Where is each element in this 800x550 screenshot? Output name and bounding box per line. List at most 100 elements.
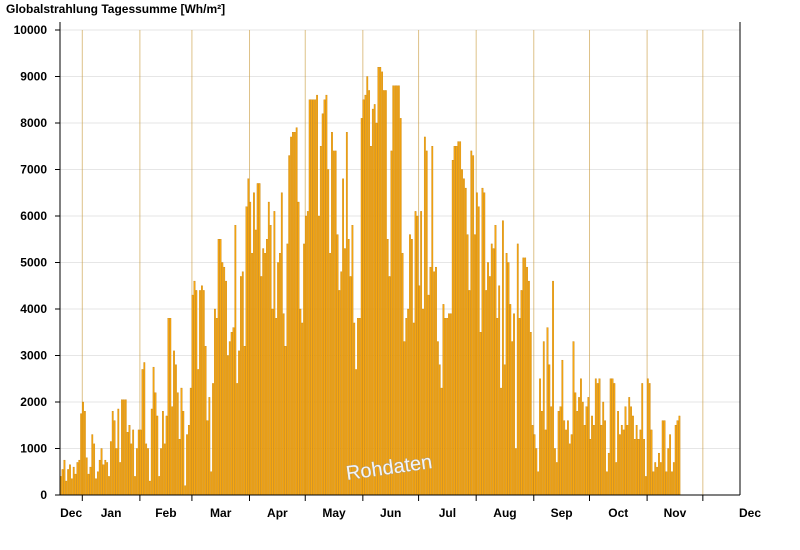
bar: [470, 150, 473, 496]
axes: [59, 22, 741, 496]
x-tick-label: Mar: [210, 506, 232, 520]
bar: [464, 187, 467, 496]
bar: [461, 169, 463, 496]
bar: [180, 387, 183, 496]
bar: [466, 234, 469, 496]
bar: [531, 425, 534, 496]
bar: [247, 178, 250, 496]
bar: [609, 378, 612, 496]
bar: [364, 94, 367, 496]
bar: [150, 408, 153, 496]
bar: [373, 104, 376, 496]
bar: [61, 469, 64, 496]
bar: [661, 420, 664, 496]
bar: [652, 471, 655, 496]
bar: [69, 464, 71, 496]
bar: [390, 150, 393, 496]
bar: [370, 146, 372, 496]
bar: [371, 108, 374, 496]
bar: [379, 67, 382, 496]
bar: [295, 127, 298, 496]
bar: [396, 85, 398, 496]
bar: [100, 448, 103, 496]
bar: [513, 313, 515, 496]
bar: [591, 415, 593, 496]
bar: [243, 346, 246, 496]
bar: [137, 429, 140, 496]
bar: [204, 346, 207, 496]
bar: [468, 290, 471, 496]
bar: [219, 239, 222, 496]
bar: [292, 132, 294, 496]
bar: [156, 415, 159, 496]
bar: [436, 341, 439, 496]
bar: [613, 383, 616, 496]
bar: [604, 420, 606, 496]
bar: [305, 215, 307, 496]
bar: [215, 318, 218, 496]
bar: [515, 448, 517, 496]
bar: [102, 464, 105, 496]
bar: [256, 183, 259, 496]
bar: [340, 271, 343, 496]
y-axis-ticks: 0 1000 2000 3000 4000 5000 6000 7000 8000 9000 100…: [14, 23, 60, 502]
bar: [225, 280, 227, 496]
bar: [135, 448, 138, 496]
bar: [325, 94, 328, 496]
bar: [626, 425, 629, 496]
y-tick-label: 7000: [20, 163, 47, 177]
bar: [299, 308, 302, 496]
bar: [589, 439, 592, 496]
bar: [214, 308, 216, 496]
bar: [492, 248, 495, 496]
bar: [141, 369, 144, 496]
bar: [98, 459, 101, 496]
bar: [108, 476, 110, 496]
bar: [154, 392, 157, 496]
x-axis-ticks: Dec Jan Feb Mar Apr May Jun Jul Aug Sep Oct Nov Dec: [60, 495, 761, 520]
bar: [82, 401, 84, 496]
bar: [323, 99, 326, 496]
bar: [338, 290, 341, 496]
bar: [494, 225, 497, 496]
bar: [635, 425, 638, 496]
bar: [67, 469, 70, 496]
bar: [509, 304, 512, 496]
bar: [344, 248, 346, 496]
bar: [134, 476, 136, 496]
y-tick-label: 5000: [20, 256, 47, 270]
bar: [288, 155, 291, 496]
bar: [570, 434, 573, 496]
bar: [490, 243, 493, 496]
bar: [117, 408, 120, 496]
bar: [80, 413, 83, 496]
bar: [669, 434, 671, 496]
bar: [230, 332, 233, 496]
bar: [360, 118, 363, 496]
bar: [665, 471, 668, 496]
bar: [496, 318, 499, 496]
bar: [104, 459, 107, 496]
bar: [472, 155, 475, 496]
bar: [221, 262, 224, 496]
bar: [659, 462, 662, 496]
bar: [394, 85, 397, 496]
bar: [130, 443, 133, 496]
bar: [266, 239, 268, 496]
bar: [444, 318, 447, 496]
bar: [312, 99, 315, 496]
bar: [641, 383, 644, 496]
bar: [227, 355, 229, 496]
bar: [453, 146, 456, 496]
bar: [318, 215, 320, 496]
bar: [656, 466, 658, 496]
bar: [74, 473, 77, 496]
bar: [236, 383, 239, 496]
bar: [643, 439, 645, 496]
bar: [345, 132, 348, 496]
bar: [186, 434, 188, 496]
chart-title: Globalstrahlung Tagessumme [Wh/m²]: [6, 2, 225, 16]
bar: [633, 439, 636, 496]
bar: [526, 266, 528, 496]
